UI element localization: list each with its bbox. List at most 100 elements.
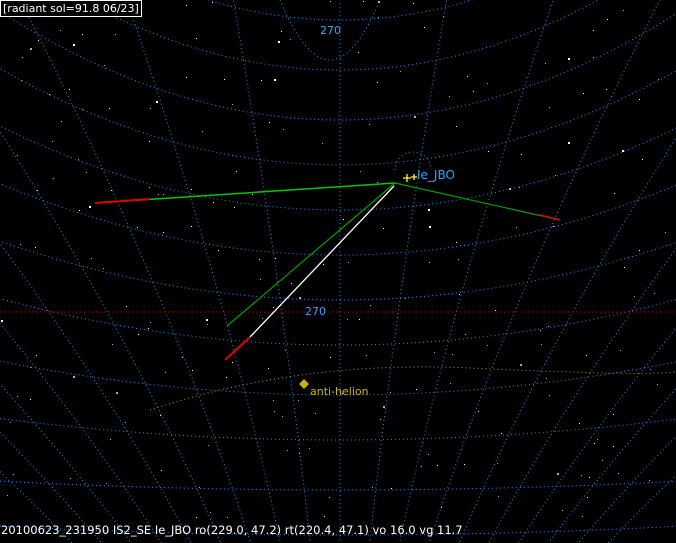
star [236, 171, 237, 172]
star [7, 495, 8, 496]
star [429, 262, 430, 263]
star [498, 496, 499, 497]
star [370, 305, 371, 306]
star [61, 121, 62, 122]
star [148, 328, 149, 329]
star [273, 400, 274, 401]
star [112, 344, 113, 345]
star [30, 367, 31, 368]
star [78, 159, 79, 160]
star [309, 448, 310, 449]
grid-parallel [0, 525, 676, 536]
star [369, 124, 370, 125]
star [429, 226, 431, 228]
star [285, 350, 286, 351]
star [589, 477, 590, 478]
star [91, 258, 92, 259]
antihelion-marker-icon [299, 379, 309, 389]
star [541, 344, 542, 345]
star [380, 419, 381, 420]
star [378, 17, 379, 18]
star [324, 516, 325, 517]
star [613, 414, 614, 415]
star [383, 228, 384, 229]
star [452, 354, 453, 355]
star [458, 259, 459, 260]
star [579, 423, 580, 424]
star [623, 10, 624, 11]
star [149, 187, 150, 188]
star [298, 400, 299, 401]
star [104, 65, 105, 66]
star [665, 232, 666, 233]
star [111, 190, 112, 191]
star [548, 326, 549, 327]
star [281, 31, 282, 32]
star [545, 63, 546, 64]
star [330, 357, 331, 358]
star [497, 463, 498, 464]
star [519, 187, 520, 188]
star [202, 131, 203, 132]
grid-label-center: 270 [305, 305, 326, 318]
star [106, 483, 107, 484]
star [391, 488, 392, 489]
star [290, 39, 291, 40]
grid-parallel [0, 68, 676, 166]
grid-meridian [518, 327, 676, 543]
meteor-track-lower [226, 182, 396, 327]
star [593, 30, 594, 31]
star [487, 345, 488, 346]
grid-parallel [0, 418, 676, 441]
star [186, 5, 187, 6]
radiant-marker-icon [403, 174, 417, 182]
star [160, 415, 161, 416]
star [89, 206, 91, 208]
star [428, 454, 429, 455]
star [459, 294, 460, 295]
star [35, 247, 36, 248]
meteor-track-right [394, 182, 561, 221]
star [260, 279, 261, 280]
star [299, 297, 301, 299]
star [156, 101, 158, 103]
star [36, 355, 37, 356]
antihelion-label: anti-helion [310, 385, 369, 398]
star [10, 422, 11, 423]
star [206, 319, 208, 321]
star [291, 283, 292, 284]
star [639, 99, 640, 100]
star [587, 497, 588, 498]
star [315, 413, 316, 414]
star [115, 34, 116, 35]
grid-meridian [0, 322, 162, 543]
star [594, 443, 595, 444]
star [329, 497, 330, 498]
star [283, 129, 284, 130]
star [38, 40, 39, 41]
star [363, 1, 364, 2]
star [30, 48, 32, 50]
star [557, 473, 559, 475]
meteor-track-right-end [539, 214, 561, 221]
star [182, 357, 183, 358]
star [165, 372, 166, 373]
star [226, 377, 227, 378]
star [360, 171, 361, 172]
star [53, 178, 54, 179]
star [613, 446, 614, 447]
star [456, 126, 457, 127]
grid-parallel [0, 125, 676, 211]
star [549, 395, 550, 396]
star [348, 262, 349, 263]
star [473, 91, 474, 92]
star [650, 369, 651, 370]
star [299, 453, 300, 454]
ecliptic-line [149, 366, 676, 411]
star [218, 250, 219, 251]
star [212, 2, 213, 3]
star [191, 189, 192, 190]
star [467, 76, 468, 77]
star [20, 244, 21, 245]
star [434, 352, 435, 353]
